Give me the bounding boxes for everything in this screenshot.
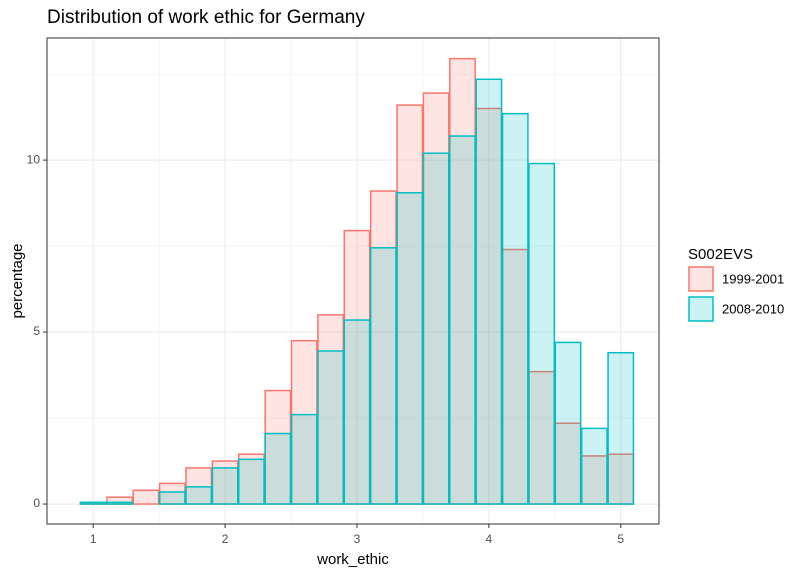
bar (528, 162, 556, 505)
bar (106, 501, 133, 505)
bar (554, 341, 582, 505)
legend-key (688, 296, 714, 322)
bar (290, 339, 318, 505)
legend-title: S002EVS (688, 246, 753, 263)
y-tick-label: 5 (33, 324, 40, 338)
bar (211, 467, 239, 505)
bar (132, 489, 160, 505)
x-axis-label: work_ethic (316, 551, 389, 568)
y-tick-label: 10 (27, 152, 41, 166)
bar (185, 486, 213, 505)
bar (79, 501, 107, 505)
chart-title: Distribution of work ethic for Germany (47, 7, 365, 28)
bar (369, 247, 397, 505)
x-tick-label: 5 (617, 532, 624, 546)
bar (396, 192, 424, 505)
y-axis-label: percentage (9, 243, 26, 318)
bar (369, 190, 397, 505)
legend-label: 2008-2010 (722, 301, 784, 316)
plot-panel (47, 38, 659, 524)
y-tick-label: 0 (33, 496, 40, 510)
panel-border (46, 37, 660, 525)
bar (449, 135, 476, 505)
bar (607, 351, 635, 505)
bar (475, 78, 503, 505)
x-tick-label: 1 (90, 532, 97, 546)
bar (343, 229, 371, 505)
bar (238, 458, 265, 505)
x-tick-label: 4 (486, 532, 493, 546)
bar (580, 427, 608, 505)
bar (422, 152, 450, 505)
legend-key (688, 266, 714, 292)
x-tick-label: 3 (354, 532, 361, 546)
bar (343, 319, 371, 505)
bar (501, 112, 529, 505)
bar (317, 350, 345, 505)
bar (158, 491, 186, 505)
bar (290, 413, 318, 505)
bar (264, 432, 292, 505)
bar (607, 453, 635, 505)
x-tick-label: 2 (222, 532, 229, 546)
legend-label: 1999-2001 (722, 271, 784, 286)
